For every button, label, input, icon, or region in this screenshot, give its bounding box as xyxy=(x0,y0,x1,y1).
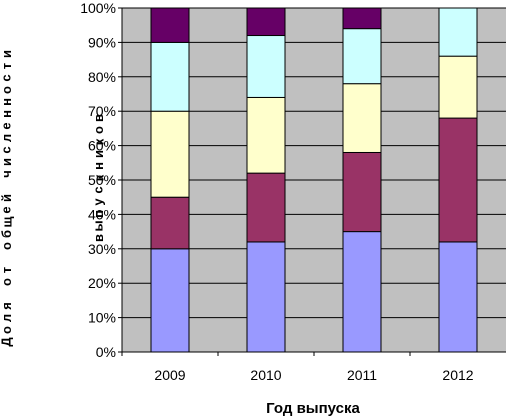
bar-segment xyxy=(150,248,190,353)
bars xyxy=(150,7,478,353)
x-tick-label: 2012 xyxy=(442,367,473,383)
y-tick-label: 0% xyxy=(96,344,116,360)
x-tick-label: 2009 xyxy=(154,367,185,383)
bar-segment xyxy=(438,241,478,353)
bar-segment xyxy=(438,55,478,119)
y-tick-label: 60% xyxy=(88,138,116,154)
x-tick-labels: 2009 2010 2011 2012 xyxy=(121,352,474,383)
bar-segment xyxy=(342,28,382,85)
y-tick-labels: 0% 10% 20% 30% 40% 50% 60% 70% 80% 90% 100% xyxy=(80,0,122,360)
bar-segment xyxy=(150,7,190,43)
bar-segment xyxy=(150,196,190,250)
y-tick-label: 20% xyxy=(88,275,116,291)
bar-segment xyxy=(246,172,286,243)
x-tick-label: 2010 xyxy=(250,367,281,383)
y-tick-label: 50% xyxy=(88,172,116,188)
bar-segment xyxy=(246,96,286,174)
y-tick-label: 90% xyxy=(88,34,116,50)
y-tick-label: 10% xyxy=(88,310,116,326)
y-tick-label: 40% xyxy=(88,206,116,222)
y-tick-label: 30% xyxy=(88,241,116,257)
y-tick-label: 80% xyxy=(88,69,116,85)
bar-segment xyxy=(246,7,286,37)
y-tick-label: 70% xyxy=(88,103,116,119)
bar-segment xyxy=(150,110,190,198)
bar-segment xyxy=(342,83,382,153)
bar-segment xyxy=(246,35,286,98)
bar-segment xyxy=(438,117,478,243)
bar-segment xyxy=(246,241,286,353)
bar-segment xyxy=(342,151,382,233)
y-tick-label: 100% xyxy=(80,0,116,16)
bar-segment xyxy=(150,41,190,112)
bar-segment xyxy=(342,7,382,30)
bar-segment xyxy=(342,231,382,353)
x-axis-title: Год выпуска xyxy=(266,400,360,417)
bar-segment xyxy=(438,7,478,57)
x-tick-label: 2011 xyxy=(347,367,377,383)
